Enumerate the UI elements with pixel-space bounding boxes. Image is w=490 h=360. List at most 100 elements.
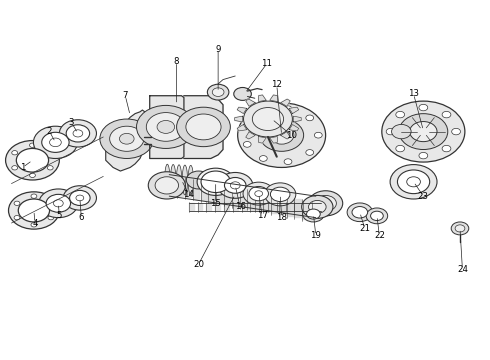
Circle shape <box>33 126 77 158</box>
Text: 18: 18 <box>276 213 287 222</box>
Ellipse shape <box>171 165 176 195</box>
Polygon shape <box>259 95 266 102</box>
Circle shape <box>66 125 90 142</box>
Polygon shape <box>289 125 299 131</box>
Circle shape <box>186 114 221 140</box>
Circle shape <box>70 190 90 206</box>
Text: 2: 2 <box>47 127 52 136</box>
Circle shape <box>270 187 290 202</box>
Circle shape <box>148 172 185 199</box>
Circle shape <box>42 132 69 152</box>
Text: 16: 16 <box>235 202 245 211</box>
Circle shape <box>284 159 292 165</box>
Circle shape <box>120 134 134 144</box>
Circle shape <box>224 177 246 193</box>
Polygon shape <box>270 136 277 143</box>
Circle shape <box>309 201 326 213</box>
Circle shape <box>302 195 333 219</box>
Text: 20: 20 <box>193 260 204 269</box>
Circle shape <box>366 208 388 224</box>
Circle shape <box>306 115 314 121</box>
Text: 15: 15 <box>210 199 221 208</box>
Circle shape <box>14 201 20 206</box>
Circle shape <box>451 222 469 235</box>
Circle shape <box>230 182 240 189</box>
Polygon shape <box>245 132 255 139</box>
Ellipse shape <box>176 165 182 195</box>
Circle shape <box>455 225 465 232</box>
Circle shape <box>284 106 292 112</box>
Text: 3: 3 <box>69 118 74 127</box>
Circle shape <box>397 170 430 194</box>
Circle shape <box>306 150 314 155</box>
Circle shape <box>234 87 251 100</box>
Circle shape <box>399 114 448 149</box>
Polygon shape <box>184 96 223 158</box>
Circle shape <box>259 109 267 115</box>
Polygon shape <box>106 110 145 171</box>
Circle shape <box>72 192 88 204</box>
Text: 22: 22 <box>374 231 385 240</box>
Circle shape <box>5 140 59 180</box>
Circle shape <box>452 129 461 135</box>
Circle shape <box>49 196 68 211</box>
Circle shape <box>53 200 63 207</box>
Circle shape <box>176 107 230 147</box>
Text: 10: 10 <box>286 131 297 140</box>
Circle shape <box>243 182 274 205</box>
Circle shape <box>382 101 465 162</box>
Circle shape <box>137 105 195 148</box>
Circle shape <box>197 168 234 195</box>
Circle shape <box>315 195 336 211</box>
Circle shape <box>155 177 178 194</box>
Circle shape <box>201 171 230 193</box>
Circle shape <box>110 126 144 151</box>
Circle shape <box>186 171 211 189</box>
Circle shape <box>100 119 154 158</box>
Circle shape <box>307 209 320 219</box>
Circle shape <box>390 165 437 199</box>
Text: 17: 17 <box>257 211 268 220</box>
Circle shape <box>270 126 294 144</box>
Circle shape <box>48 150 53 155</box>
Circle shape <box>347 203 372 222</box>
Circle shape <box>45 134 66 150</box>
Circle shape <box>12 150 18 155</box>
Circle shape <box>392 125 411 139</box>
Circle shape <box>265 183 296 206</box>
Polygon shape <box>270 95 277 102</box>
Polygon shape <box>294 116 301 122</box>
Circle shape <box>401 172 426 191</box>
Circle shape <box>244 101 293 137</box>
Ellipse shape <box>188 165 194 195</box>
Text: 12: 12 <box>271 81 282 90</box>
Circle shape <box>442 145 451 152</box>
Text: 14: 14 <box>183 190 195 199</box>
Ellipse shape <box>165 164 170 196</box>
Text: 1: 1 <box>20 163 25 172</box>
Circle shape <box>303 206 324 222</box>
Circle shape <box>147 113 185 141</box>
Circle shape <box>48 216 54 220</box>
Polygon shape <box>237 107 247 113</box>
Circle shape <box>251 188 266 199</box>
Circle shape <box>352 207 368 218</box>
Circle shape <box>260 119 304 151</box>
Circle shape <box>410 122 437 141</box>
Text: 7: 7 <box>122 91 128 100</box>
Circle shape <box>396 111 405 118</box>
Circle shape <box>39 189 78 218</box>
Text: 11: 11 <box>262 59 272 68</box>
Circle shape <box>309 191 343 216</box>
Text: 23: 23 <box>418 192 429 201</box>
Circle shape <box>259 156 267 161</box>
Circle shape <box>238 103 326 167</box>
Circle shape <box>226 179 244 192</box>
Circle shape <box>207 84 229 100</box>
Circle shape <box>31 223 37 227</box>
Circle shape <box>370 211 383 221</box>
Circle shape <box>14 216 20 220</box>
Polygon shape <box>281 132 290 139</box>
Polygon shape <box>289 107 299 113</box>
Circle shape <box>407 177 420 187</box>
